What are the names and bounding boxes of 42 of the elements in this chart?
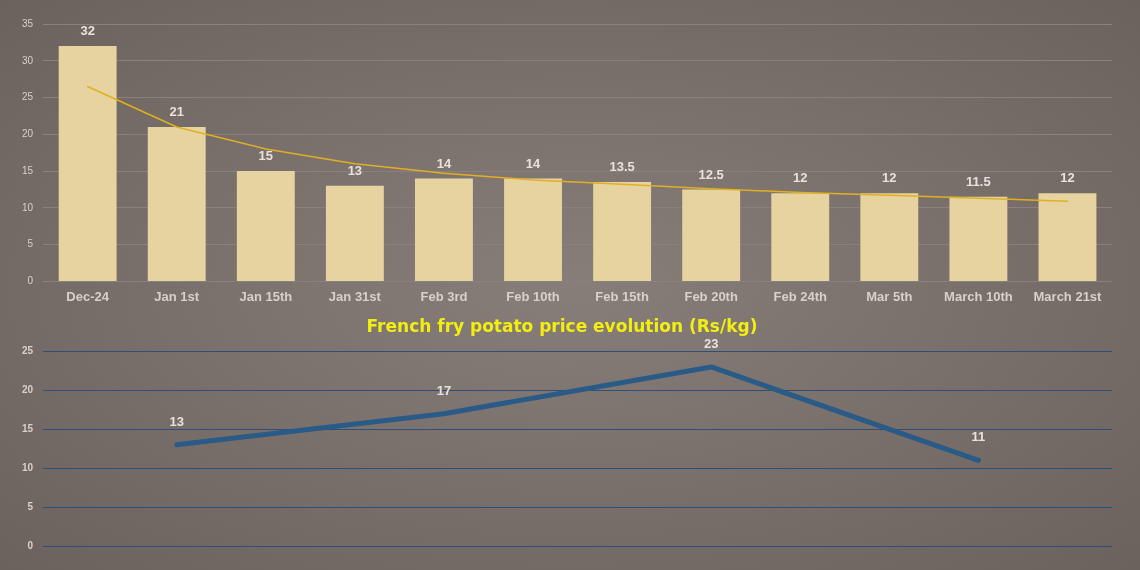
y-tick-label: 10 (22, 201, 34, 213)
y-tick-label: 5 (27, 238, 34, 250)
x-tick-label: Dec-24 (66, 288, 110, 304)
y-tick-label: 0 (27, 539, 34, 551)
data-label: 12 (882, 170, 897, 186)
x-tick-label: Mar 5th (866, 288, 913, 304)
x-tick-label: Jan 1st (154, 288, 200, 304)
data-label: 14 (436, 155, 452, 171)
data-label: 12 (793, 170, 808, 186)
x-tick-label: Feb 24th (773, 288, 828, 304)
x-tick-label: Jan 15th (239, 288, 293, 304)
x-tick-label: Feb 20th (684, 288, 738, 304)
data-label: 11.5 (966, 173, 991, 189)
y-tick-label: 15 (22, 422, 34, 434)
x-tick-label: March 21st (1033, 288, 1103, 304)
data-label: 13.5 (609, 159, 635, 175)
data-label: 21 (169, 104, 184, 120)
data-label: 12 (1060, 170, 1075, 186)
data-label: 11 (971, 429, 986, 445)
data-label: 15 (258, 148, 274, 164)
data-label: 23 (703, 336, 719, 352)
y-tick-label: 20 (22, 128, 34, 140)
data-label: 13 (169, 413, 184, 429)
chart-title: French fry potato price evolution (Rs/kg) (366, 315, 758, 336)
x-tick-label: Feb 10th (506, 288, 560, 304)
y-tick-label: 0 (27, 275, 34, 287)
data-label: 32 (80, 23, 95, 39)
x-tick-label: Feb 3rd (420, 288, 468, 304)
x-tick-label: March 10th (944, 288, 1013, 304)
y-tick-label: 5 (27, 500, 34, 512)
x-tick-label: Feb 15th (595, 288, 649, 304)
data-label: 13 (347, 162, 363, 178)
data-label: 14 (525, 155, 542, 171)
x-tick-label: Jan 31st (328, 288, 382, 304)
y-tick-label: 25 (22, 345, 34, 357)
y-tick-label: 10 (22, 461, 34, 473)
y-tick-label: 20 (22, 384, 34, 396)
y-tick-label: 25 (22, 91, 34, 103)
y-tick-label: 15 (22, 164, 34, 176)
y-tick-label: 30 (22, 54, 34, 66)
data-label: 12.5 (698, 166, 724, 182)
y-tick-label: 35 (22, 17, 34, 29)
